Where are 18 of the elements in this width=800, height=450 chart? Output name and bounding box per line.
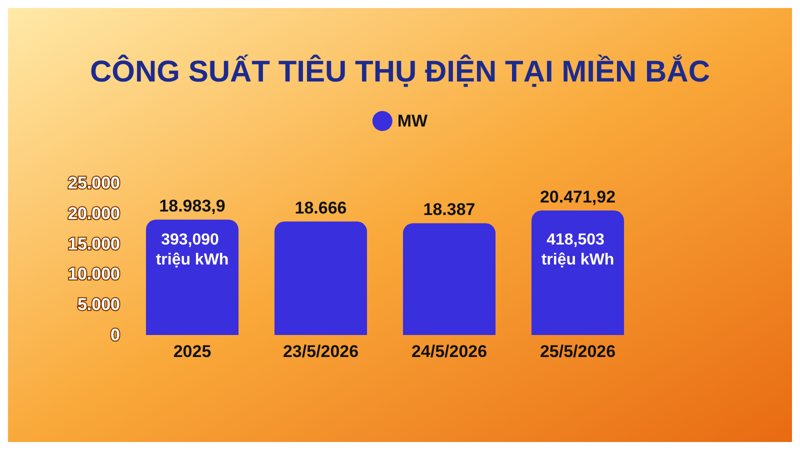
x-tick-label: 24/5/2026 — [411, 342, 488, 361]
x-tick-label: 23/5/2026 — [282, 342, 359, 361]
data-label: 18.983,9 — [159, 196, 226, 216]
annotation: 393,090 triệu kWh — [156, 231, 229, 268]
x-tick-label: 25/5/2026 — [540, 342, 616, 361]
annotation: 418,503 triệu kWh — [541, 231, 614, 268]
x-tick-label: 2025 — [173, 342, 212, 361]
y-tick-label: 10.000 — [68, 264, 120, 284]
y-tick-label: 15.000 — [68, 234, 120, 254]
legend-label: MW — [397, 112, 429, 130]
y-tick-label: 20.000 — [68, 204, 120, 223]
y-tick-label: 25.000 — [68, 174, 120, 192]
data-label: 20.471,92 — [540, 188, 616, 207]
chart-title: CÔNG SUẤT TIÊU THỤ ĐIỆN TẠI MIỀN BẮC — [90, 54, 710, 88]
data-label: 18.387 — [423, 200, 476, 220]
y-tick-label: 0 — [110, 326, 120, 344]
y-tick-label: 5.000 — [77, 295, 120, 314]
data-label: 18.666 — [294, 198, 347, 218]
